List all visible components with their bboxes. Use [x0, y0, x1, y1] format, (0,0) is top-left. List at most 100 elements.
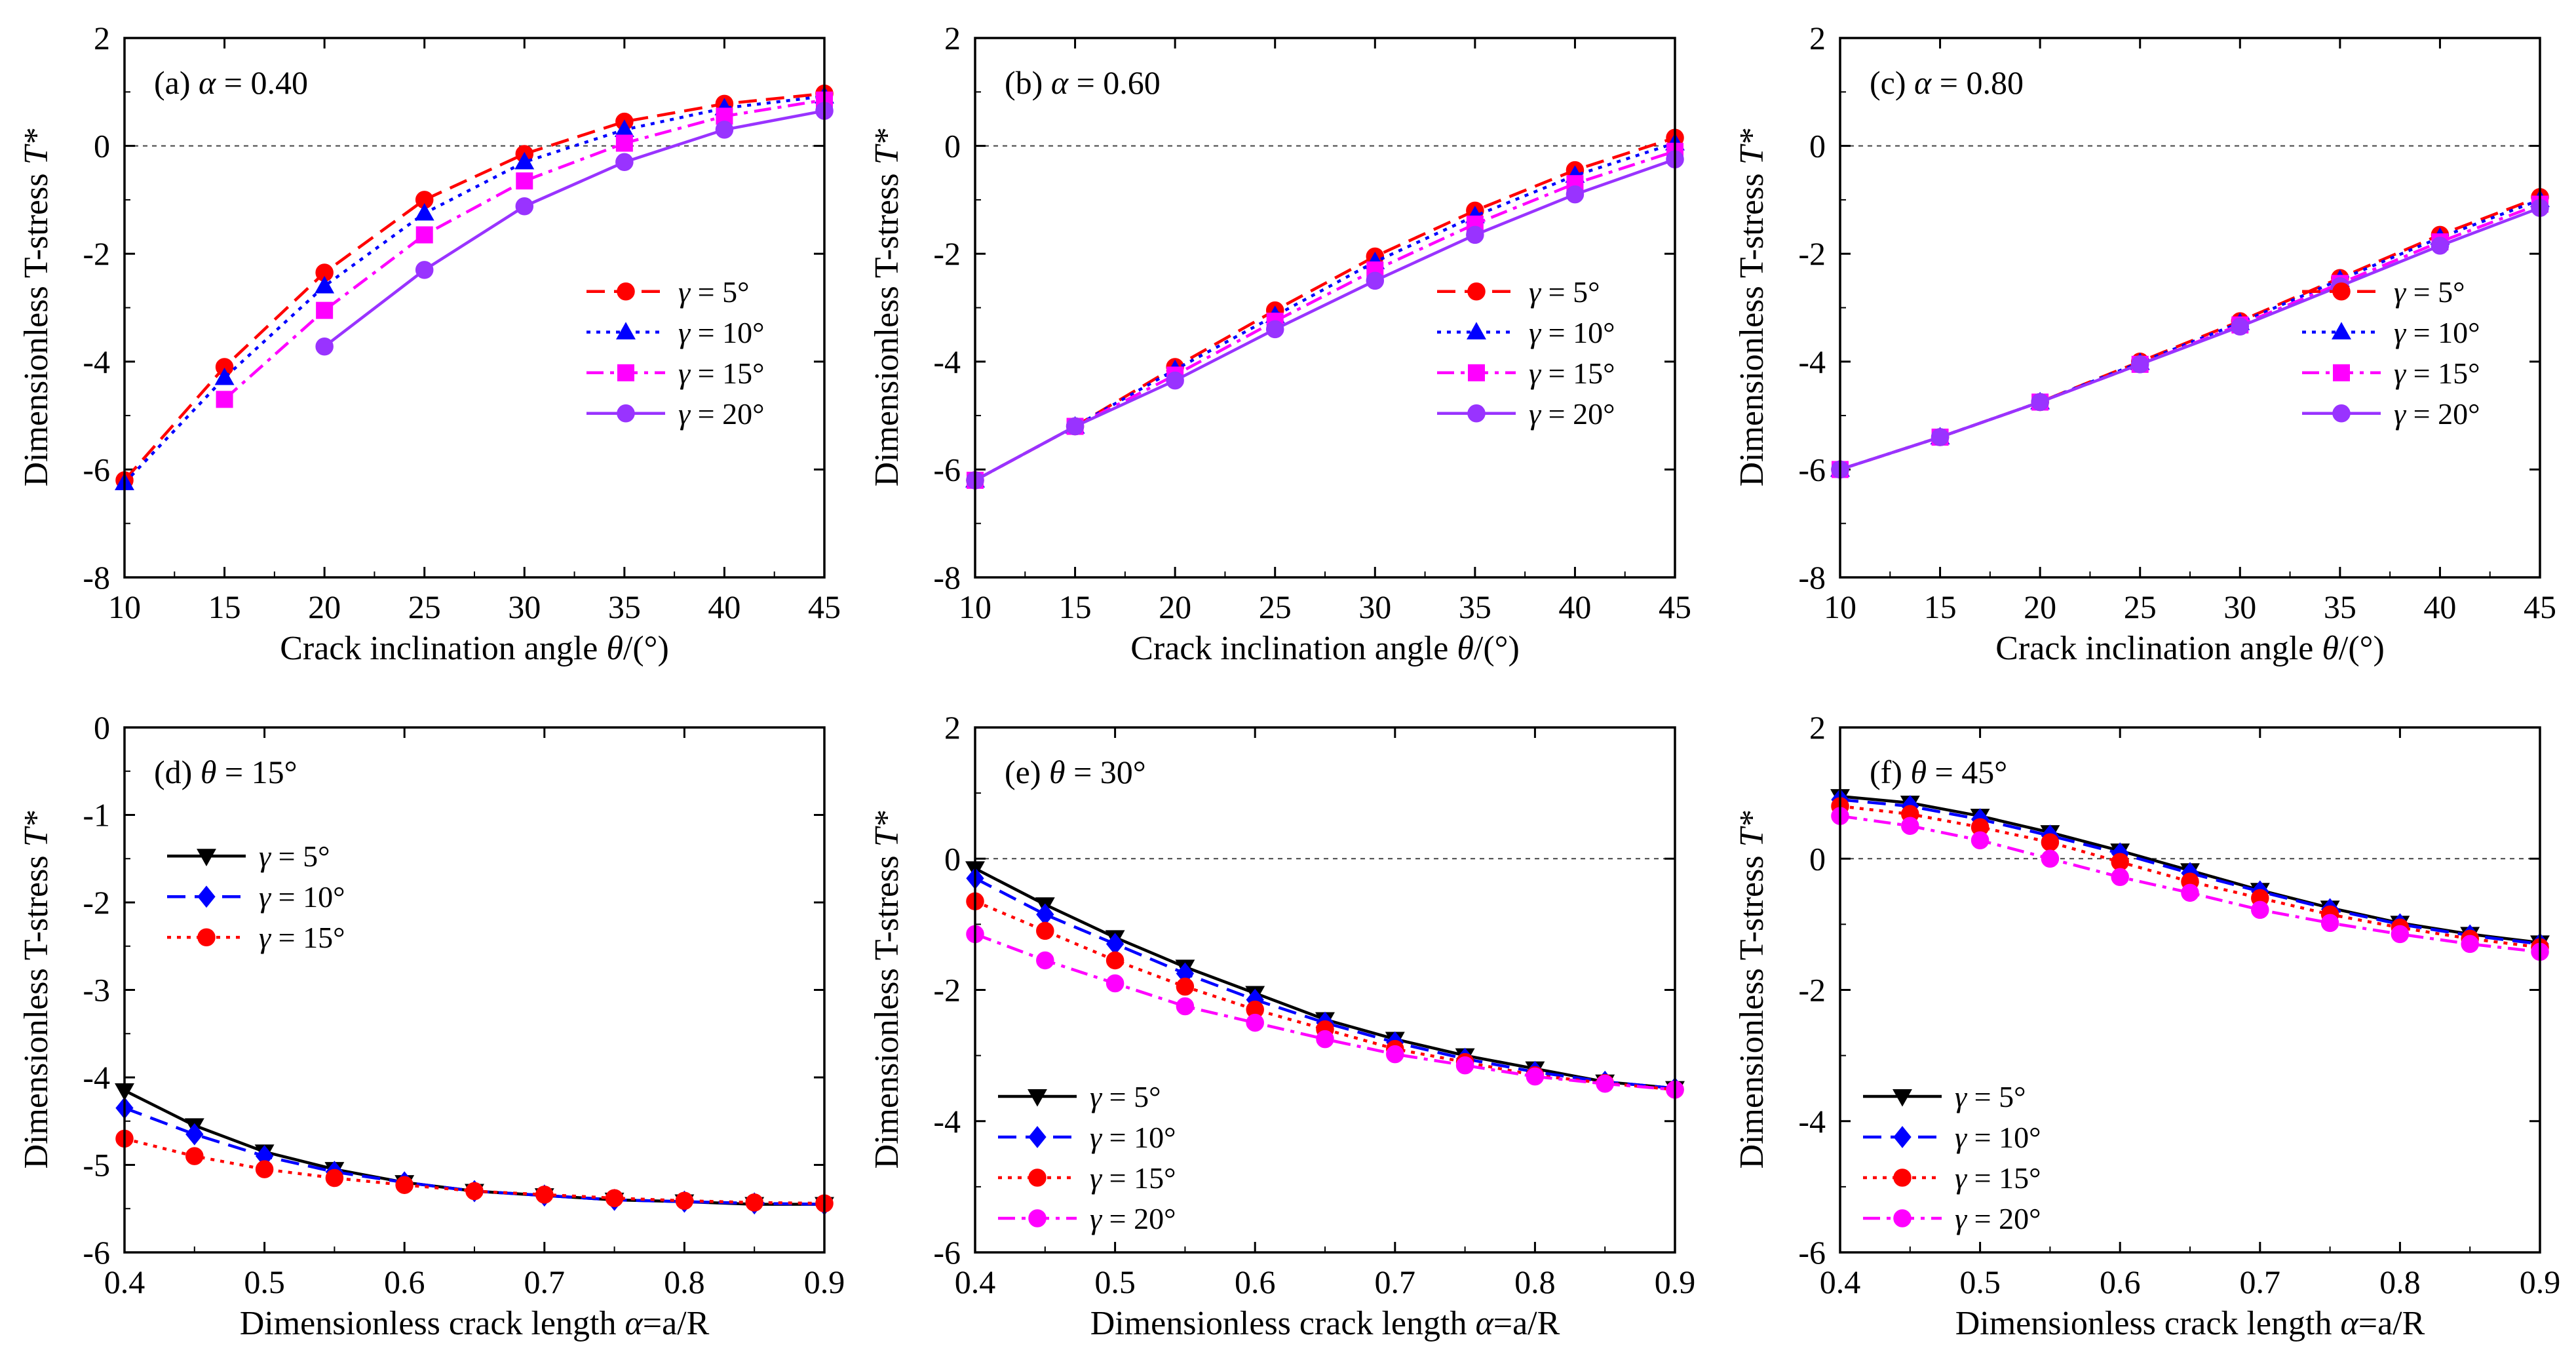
legend-marker	[617, 282, 635, 301]
x-tick-label: 30	[508, 589, 541, 625]
legend-entry: γ = 5°	[1863, 1080, 2026, 1113]
x-tick-label: 10	[959, 589, 991, 625]
series-e-2	[966, 892, 1684, 1099]
x-tick-label: 30	[1358, 589, 1391, 625]
data-point	[2111, 868, 2129, 887]
chart-panel-b: 10 15 20 25 30 35 40 45 -8 -6 -4 -2 0 2 (b) α = 0.60 Cr…	[868, 20, 1691, 667]
y-tick-label: 2	[94, 20, 110, 56]
y-tick-label: -5	[83, 1147, 110, 1184]
legend-label: γ = 20°	[1529, 397, 1615, 431]
data-point	[1366, 271, 1385, 290]
y-tick-label: -4	[1798, 1103, 1826, 1140]
legend-marker	[1467, 404, 1486, 423]
x-tick-label: 35	[1459, 589, 1491, 625]
series-line	[974, 158, 1676, 482]
data-point	[614, 119, 634, 137]
chart-panel-e: 0.4 0.5 0.6 0.7 0.8 0.9 -6 -4 -2 0 2 (e) θ = 30° Dim…	[868, 709, 1695, 1342]
y-tick-label: -3	[83, 972, 110, 1009]
legend-entry: γ = 15°	[998, 1161, 1176, 1195]
data-point	[465, 1182, 484, 1201]
series-line	[974, 149, 1676, 482]
y-tick-label: -6	[933, 1234, 961, 1271]
data-point	[315, 338, 334, 356]
data-point	[1455, 1056, 1474, 1075]
y-tick-label: -2	[933, 235, 961, 272]
legend-entry: γ = 15°	[2302, 357, 2480, 390]
legend-marker	[2333, 364, 2350, 381]
y-tick-label: -2	[933, 972, 961, 1009]
x-tick-label: 20	[1159, 589, 1191, 625]
legend-label: γ = 15°	[259, 921, 345, 954]
y-tick-label: -8	[933, 559, 961, 596]
data-point	[1105, 951, 1125, 970]
legend-label: γ = 10°	[1090, 1121, 1176, 1154]
data-point	[1105, 974, 1125, 993]
y-tick-label: 0	[944, 128, 961, 164]
y-tick-label: -6	[1798, 451, 1826, 488]
legend: γ = 5° γ = 10° γ = 15° γ = 20°	[2302, 275, 2480, 431]
data-point	[1246, 1013, 1264, 1032]
x-tick-label: 0.4	[1820, 1264, 1861, 1300]
series-a-2	[216, 91, 833, 408]
data-point	[605, 1189, 624, 1207]
y-axis-label: Dimensionless T-stress T*	[1733, 128, 1771, 486]
panel-annotation: (a) α = 0.40	[154, 64, 308, 101]
x-axis-label: Dimensionless crack length α=a/R	[1955, 1305, 2425, 1342]
x-tick-label: 45	[2524, 589, 2556, 625]
legend-marker	[1893, 1126, 1912, 1148]
series-e-0	[965, 861, 1685, 1099]
legend-entry: γ = 20°	[586, 397, 765, 431]
data-point	[745, 1193, 763, 1212]
data-point	[535, 1186, 554, 1204]
data-point	[185, 1123, 204, 1146]
legend-marker	[617, 364, 634, 381]
series-a-3	[315, 102, 834, 356]
legend-marker	[197, 849, 216, 866]
x-tick-label: 0.6	[1235, 1264, 1276, 1300]
legend: γ = 5° γ = 10° γ = 15° γ = 20°	[586, 275, 765, 431]
data-point	[2130, 355, 2149, 374]
legend-entry: γ = 15°	[586, 357, 765, 390]
series-e-1	[966, 867, 1684, 1100]
y-tick-label: -4	[83, 1059, 110, 1096]
x-tick-label: 0.8	[1514, 1264, 1556, 1300]
x-tick-label: 40	[708, 589, 740, 625]
legend-label: γ = 15°	[1955, 1161, 2041, 1195]
x-tick-label: 25	[1259, 589, 1292, 625]
data-point	[1036, 951, 1054, 970]
y-tick-label: -2	[1798, 235, 1826, 272]
legend-label: γ = 15°	[678, 357, 765, 390]
legend-label: γ = 10°	[2394, 316, 2480, 349]
x-tick-label: 0.6	[2100, 1264, 2141, 1300]
plot-frame	[974, 37, 1676, 579]
y-tick-label: 0	[944, 840, 961, 877]
x-tick-label: 40	[2423, 589, 2456, 625]
y-tick-label: -6	[83, 1234, 110, 1271]
series-line	[123, 92, 825, 482]
series-line	[1839, 203, 2541, 471]
data-point	[1036, 921, 1054, 940]
data-point	[316, 301, 334, 319]
legend-marker	[1468, 364, 1485, 381]
x-tick-label: 30	[2223, 589, 2256, 625]
series-line	[1839, 206, 2541, 471]
series-line	[223, 98, 825, 401]
data-point	[415, 226, 433, 244]
plot-frame	[123, 37, 826, 579]
data-point	[1596, 1074, 1614, 1093]
series-b-3	[966, 150, 1684, 490]
chart-panel-f: 0.4 0.5 0.6 0.7 0.8 0.9 -6 -4 -2 0 2 (f) θ = 45° Dim…	[1733, 709, 2560, 1342]
y-tick-label: -6	[933, 451, 961, 488]
legend-label: γ = 5°	[259, 840, 330, 873]
data-point	[2111, 853, 2129, 872]
data-point	[516, 172, 533, 190]
series-line	[974, 900, 1676, 1091]
legend-entry: γ = 20°	[1437, 397, 1615, 431]
legend-entry: γ = 15°	[1437, 357, 1615, 390]
data-point	[2251, 900, 2269, 919]
legend-label: γ = 5°	[1090, 1080, 1161, 1113]
x-tick-label: 15	[208, 589, 241, 625]
y-tick-label: -6	[83, 451, 110, 488]
data-point	[1036, 903, 1054, 926]
data-point	[1176, 962, 1195, 985]
